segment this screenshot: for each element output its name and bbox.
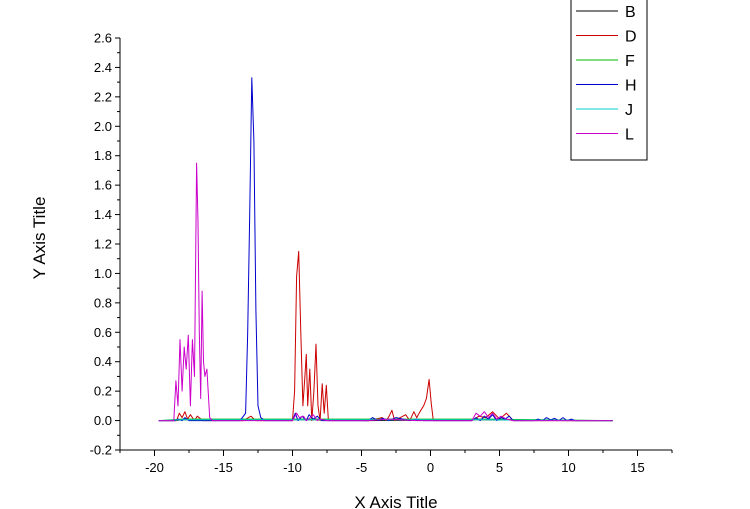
y-tick-label: 0.6 (94, 325, 112, 340)
x-axis-title: X Axis Title (354, 493, 437, 509)
y-tick-label: 0.2 (94, 384, 112, 399)
y-tick-label: 2.6 (94, 31, 112, 46)
y-tick-label: -0.2 (90, 443, 112, 458)
y-tick-label: 1.6 (94, 178, 112, 193)
x-tick-label: 15 (630, 460, 644, 475)
x-tick-label: 0 (427, 460, 434, 475)
y-tick-label: 1.8 (94, 148, 112, 163)
series-j-line (158, 419, 613, 422)
legend-label-l: L (625, 127, 634, 144)
x-tick-label: -15 (214, 460, 233, 475)
y-axis-title: Y Axis Title (30, 197, 49, 280)
series-h-line (158, 77, 613, 422)
y-tick-label: 2.2 (94, 89, 112, 104)
legend-label-h: H (625, 78, 637, 95)
y-tick-label: 0.8 (94, 295, 112, 310)
y-tick-label: 1.2 (94, 237, 112, 252)
series-d-line (158, 250, 613, 422)
legend-label-f: F (625, 53, 635, 70)
y-tick-label: 0.0 (94, 413, 112, 428)
legend-label-b: B (625, 4, 636, 21)
y-tick-label: 2.0 (94, 119, 112, 134)
x-axis-ticks: -20 -15 -10 -5 0 5 10 15 (119, 450, 673, 475)
series-layer (158, 77, 613, 422)
x-tick-label: 10 (561, 460, 575, 475)
x-tick-label: -10 (283, 460, 302, 475)
legend-label-j: J (625, 102, 633, 119)
x-tick-label: -20 (145, 460, 164, 475)
y-tick-label: 0.4 (94, 354, 112, 369)
y-axis-ticks: -0.2 0.0 0.2 0.4 0.6 0.8 1.0 1.2 1.4 1.6 1.8 2.0 2.2… (90, 31, 120, 458)
y-tick-label: 1.0 (94, 266, 112, 281)
legend-label-d: D (625, 29, 637, 46)
x-tick-label: -5 (356, 460, 368, 475)
y-tick-label: 1.4 (94, 207, 112, 222)
y-tick-label: 2.4 (94, 60, 112, 75)
x-tick-label: 5 (496, 460, 503, 475)
series-l-line (158, 162, 613, 422)
